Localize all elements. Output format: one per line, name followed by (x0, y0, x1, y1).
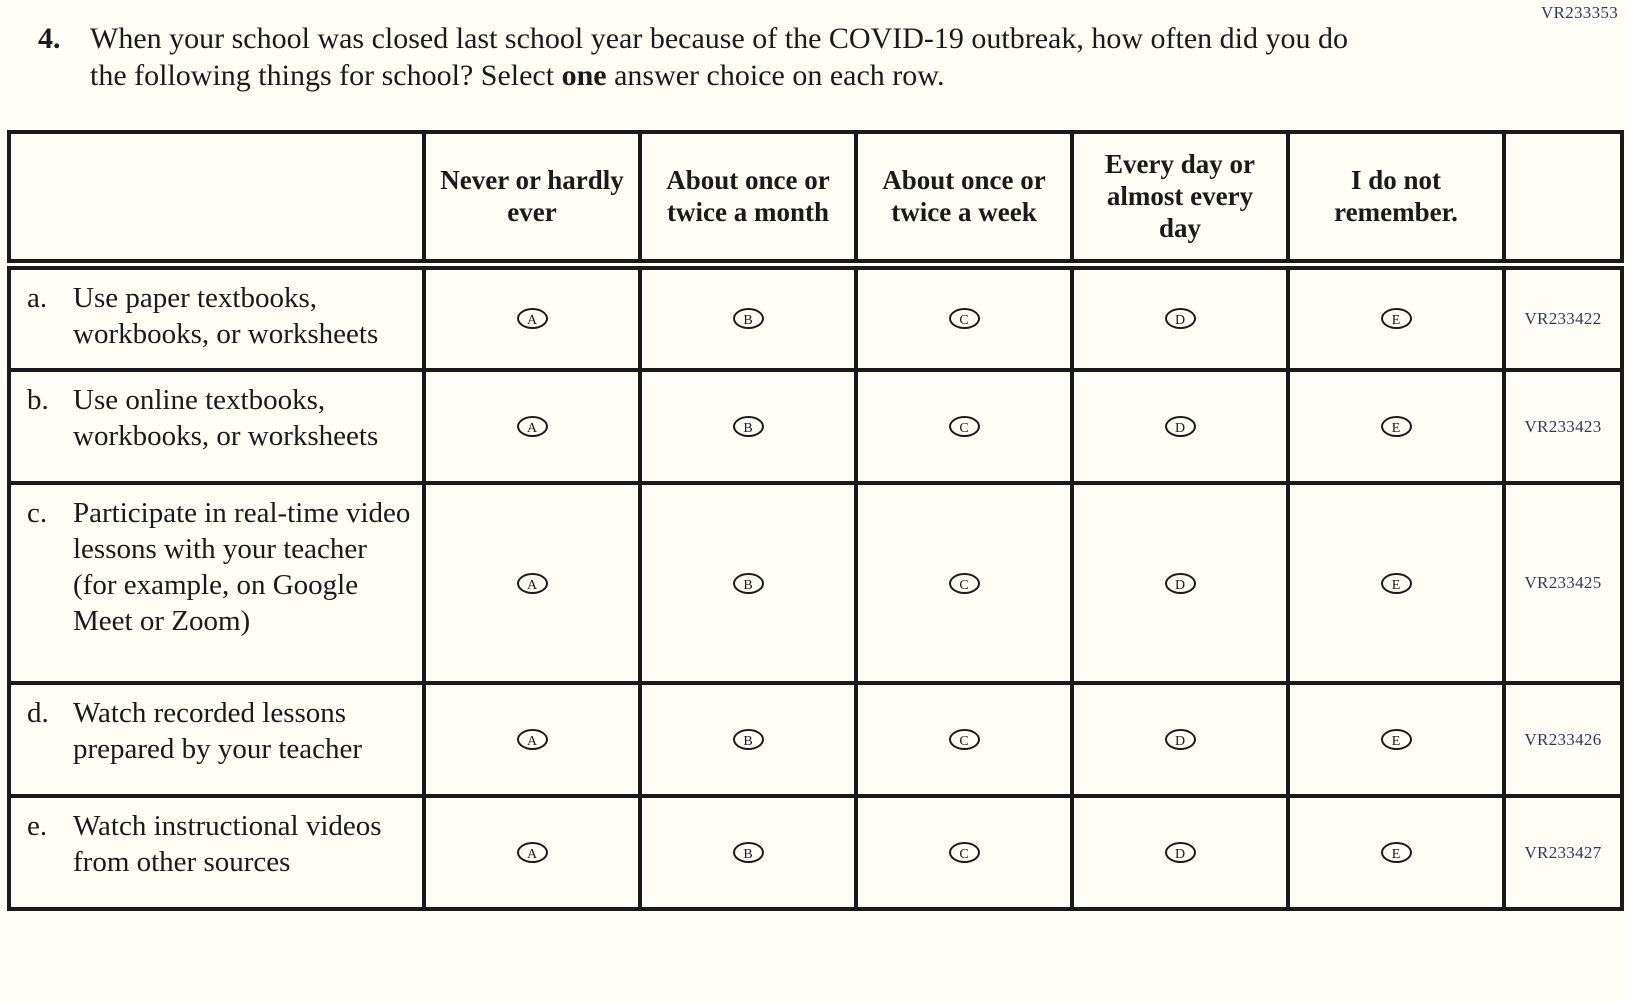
grid-row-e: e. Watch instructional videos from other… (7, 794, 1624, 911)
row-e-cell-everyday: D (1070, 794, 1290, 911)
answer-bubble-a[interactable]: A (516, 308, 548, 330)
row-a-cell-never: A (422, 262, 642, 372)
response-grid: Never or hardly ever About once or twice… (7, 130, 1624, 911)
header-row: Never or hardly ever About once or twice… (7, 130, 1624, 270)
answer-bubble-e[interactable]: E (1380, 729, 1412, 750)
answer-bubble-c[interactable]: C (948, 416, 980, 437)
question-text-end: answer choice on each row. (606, 59, 945, 92)
question-text: When your school was closed last school … (90, 20, 1370, 94)
row-c-code: VR233425 (1502, 481, 1624, 685)
row-d-cell-never: A (422, 681, 642, 798)
row-b-cell-never: A (422, 368, 642, 485)
row-e-code: VR233427 (1502, 794, 1624, 911)
row-c-cell-week: C (854, 481, 1074, 685)
grid-row-a: a. Use paper textbooks, workbooks, or wo… (7, 262, 1624, 372)
row-b-cell-notremember: E (1286, 368, 1506, 485)
header-every-day: Every day or almost every day (1070, 130, 1290, 270)
header-blank-left (7, 130, 426, 270)
question-number: 4. (38, 22, 61, 55)
row-a-cell-month: B (638, 262, 858, 372)
row-c-letter: c. (27, 497, 48, 529)
row-a-cell-week: C (854, 262, 1074, 372)
row-b-code: VR233423 (1502, 368, 1624, 485)
answer-bubble-e[interactable]: E (1380, 842, 1412, 863)
answer-bubble-c[interactable]: C (948, 842, 980, 863)
answer-bubble-b[interactable]: B (732, 416, 764, 437)
row-e-cell-week: C (854, 794, 1074, 911)
answer-bubble-c[interactable]: C (948, 308, 980, 330)
answer-bubble-d[interactable]: D (1164, 572, 1196, 594)
row-e-cell-never: A (422, 794, 642, 911)
row-e-cell-month: B (638, 794, 858, 911)
row-a-cell-notremember: E (1286, 262, 1506, 372)
page-code: VR233353 (1540, 3, 1618, 22)
answer-bubble-d[interactable]: D (1164, 842, 1196, 863)
row-c-cell-notremember: E (1286, 481, 1506, 685)
header-once-twice-month: About once or twice a month (638, 130, 858, 270)
row-b-cell-month: B (638, 368, 858, 485)
row-d-code: VR233426 (1502, 681, 1624, 798)
question-block: 4. When your school was closed last scho… (0, 0, 1628, 94)
row-a-code: VR233422 (1502, 262, 1624, 372)
answer-bubble-b[interactable]: B (732, 572, 764, 594)
answer-bubble-e[interactable]: E (1380, 416, 1412, 437)
answer-bubble-c[interactable]: C (948, 729, 980, 750)
row-c-cell-everyday: D (1070, 481, 1290, 685)
row-a-label-cell: a. Use paper textbooks, workbooks, or wo… (7, 262, 426, 372)
answer-bubble-a[interactable]: A (516, 416, 548, 437)
header-once-twice-week: About once or twice a week (854, 130, 1074, 270)
row-b-cell-week: C (854, 368, 1074, 485)
answer-bubble-a[interactable]: A (516, 729, 548, 750)
answer-bubble-a[interactable]: A (516, 842, 548, 863)
row-c-cell-never: A (422, 481, 642, 685)
row-d-cell-month: B (638, 681, 858, 798)
grid-row-d: d. Watch recorded lessons prepared by yo… (7, 681, 1624, 798)
answer-bubble-a[interactable]: A (516, 572, 548, 594)
grid-row-b: b. Use online textbooks, workbooks, or w… (7, 368, 1624, 485)
row-a-cell-everyday: D (1070, 262, 1290, 372)
row-d-text: Watch recorded lessons prepared by your … (73, 697, 363, 765)
answer-bubble-d[interactable]: D (1164, 729, 1196, 750)
row-e-text: Watch instructional videos from other so… (73, 810, 382, 878)
row-e-cell-notremember: E (1286, 794, 1506, 911)
answer-bubble-d[interactable]: D (1164, 308, 1196, 330)
grid-row-c: c. Participate in real-time video lesson… (7, 481, 1624, 685)
header-never-or-hardly-ever: Never or hardly ever (422, 130, 642, 270)
header-blank-right (1502, 130, 1624, 270)
row-d-label-cell: d. Watch recorded lessons prepared by yo… (7, 681, 426, 798)
answer-bubble-e[interactable]: E (1380, 572, 1412, 594)
row-a-letter: a. (27, 281, 48, 314)
row-c-label-cell: c. Participate in real-time video lesson… (7, 481, 426, 685)
question-text-start: When your school was closed last school … (90, 22, 1349, 92)
row-c-text: Participate in real-time video lessons w… (73, 497, 411, 637)
answer-bubble-e[interactable]: E (1380, 308, 1412, 330)
row-b-cell-everyday: D (1070, 368, 1290, 485)
answer-bubble-d[interactable]: D (1164, 416, 1196, 437)
row-d-cell-notremember: E (1286, 681, 1506, 798)
answer-bubble-c[interactable]: C (948, 572, 980, 594)
answer-bubble-b[interactable]: B (732, 842, 764, 863)
row-d-letter: d. (27, 697, 49, 729)
row-b-label-cell: b. Use online textbooks, workbooks, or w… (7, 368, 426, 485)
question-bold-word: one (561, 59, 607, 92)
row-d-cell-everyday: D (1070, 681, 1290, 798)
header-do-not-remember: I do not remember. (1286, 130, 1506, 270)
row-b-letter: b. (27, 384, 49, 416)
row-b-text: Use online textbooks, workbooks, or work… (73, 384, 379, 452)
row-d-cell-week: C (854, 681, 1074, 798)
row-c-cell-month: B (638, 481, 858, 685)
row-e-letter: e. (27, 810, 48, 842)
row-a-text: Use paper textbooks, workbooks, or works… (73, 281, 379, 350)
row-e-label-cell: e. Watch instructional videos from other… (7, 794, 426, 911)
answer-bubble-b[interactable]: B (732, 308, 764, 330)
answer-bubble-b[interactable]: B (732, 729, 764, 750)
